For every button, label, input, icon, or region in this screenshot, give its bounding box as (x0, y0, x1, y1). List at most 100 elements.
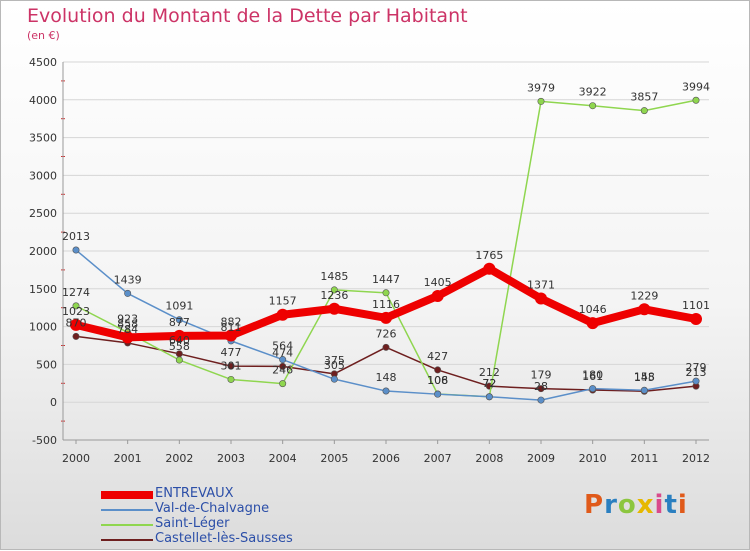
data-label: 72 (482, 377, 496, 390)
chart-title: Evolution du Montant de la Dette par Hab… (27, 5, 468, 27)
data-point (279, 380, 287, 388)
x-tick-label: 2010 (579, 452, 607, 465)
y-tick-label: 0 (50, 396, 57, 409)
data-point (279, 362, 287, 370)
y-tick-label: 4000 (29, 94, 57, 107)
data-label: 923 (117, 312, 138, 325)
x-tick-label: 2008 (475, 452, 503, 465)
data-label: 1236 (320, 289, 348, 302)
data-point (434, 366, 442, 374)
x-tick-label: 2004 (269, 452, 297, 465)
data-label: 1023 (62, 305, 90, 318)
data-point (431, 289, 444, 302)
data-point (225, 329, 237, 342)
data-label: 870 (66, 316, 87, 329)
data-point (485, 393, 493, 401)
logo-letter: t (664, 490, 678, 520)
data-label: 1091 (165, 300, 193, 313)
data-label: 3979 (527, 81, 555, 94)
data-point (276, 308, 289, 321)
data-label: 564 (272, 340, 293, 353)
x-tick-label: 2006 (372, 452, 400, 465)
data-point (589, 102, 597, 110)
data-point (382, 289, 390, 297)
legend-label: Castellet-lès-Sausses (155, 531, 293, 546)
data-point (72, 332, 80, 340)
data-label: 811 (221, 321, 242, 334)
x-tick-label: 2003 (217, 452, 245, 465)
data-point (382, 343, 390, 351)
data-label: 246 (272, 364, 293, 377)
logo-letter: o (617, 490, 637, 520)
data-label: 1101 (682, 299, 710, 312)
data-label: 148 (376, 371, 397, 384)
legend-swatch-entrevaux (101, 491, 153, 499)
data-label: 2013 (62, 230, 90, 243)
data-label: 375 (324, 354, 345, 367)
y-tick-label: 1500 (29, 283, 57, 296)
data-point (434, 390, 442, 398)
chart-subtitle: (en €) (27, 29, 60, 42)
data-label: 1116 (372, 298, 400, 311)
data-point (72, 246, 80, 254)
data-point (124, 289, 132, 297)
data-point (279, 356, 287, 364)
y-tick-label: 3000 (29, 169, 57, 182)
data-label: 784 (117, 323, 138, 336)
data-label: 1046 (579, 303, 607, 316)
data-label: 1765 (475, 249, 503, 262)
y-tick-label: -500 (32, 434, 57, 447)
data-label: 179 (531, 369, 552, 382)
data-label: 1371 (527, 279, 555, 292)
data-label: 145 (634, 371, 655, 384)
data-label: 1229 (630, 289, 658, 302)
legend-label: ENTREVAUX (155, 486, 234, 501)
data-point (537, 396, 545, 404)
data-label: 1485 (320, 270, 348, 283)
data-point (121, 331, 134, 344)
legend-label: Saint-Léger (155, 516, 230, 531)
data-label: 1439 (114, 273, 142, 286)
data-point (586, 317, 599, 330)
data-point (589, 385, 597, 393)
data-label: 3994 (682, 80, 710, 93)
legend-swatch-val-de-chalvagne (101, 509, 153, 511)
data-label: 212 (479, 366, 500, 379)
data-label: 1405 (424, 276, 452, 289)
x-tick-label: 2011 (630, 452, 658, 465)
data-label: 28 (534, 380, 548, 393)
data-label: 301 (221, 359, 242, 372)
x-tick-label: 2009 (527, 452, 555, 465)
data-label: 877 (169, 316, 190, 329)
y-tick-label: 4500 (29, 56, 57, 69)
data-label: 1447 (372, 273, 400, 286)
x-tick-label: 2000 (62, 452, 90, 465)
data-label: 477 (221, 346, 242, 359)
data-label: 158 (634, 370, 655, 383)
data-point (537, 385, 545, 393)
data-point (72, 302, 80, 310)
logo-letter: P (584, 490, 605, 520)
data-label: 72 (482, 377, 496, 390)
data-point (328, 302, 341, 315)
data-point (173, 329, 186, 342)
data-label: 882 (221, 316, 242, 329)
x-tick-label: 2001 (114, 452, 142, 465)
y-tick-label: 1000 (29, 321, 57, 334)
x-tick-label: 2005 (320, 452, 348, 465)
data-label: 640 (169, 334, 190, 347)
data-point (537, 97, 545, 105)
y-tick-label: 2000 (29, 245, 57, 258)
proxiti-logo: Proxiti (584, 490, 688, 520)
data-point (227, 362, 235, 370)
data-label: 3857 (630, 91, 658, 104)
data-point (227, 375, 235, 383)
data-point (535, 292, 547, 305)
data-label: 180 (582, 369, 603, 382)
data-point (175, 316, 183, 324)
data-point (692, 96, 700, 104)
logo-letter: i (677, 490, 688, 520)
logo-letter: x (636, 490, 655, 520)
data-label: 305 (324, 359, 345, 372)
